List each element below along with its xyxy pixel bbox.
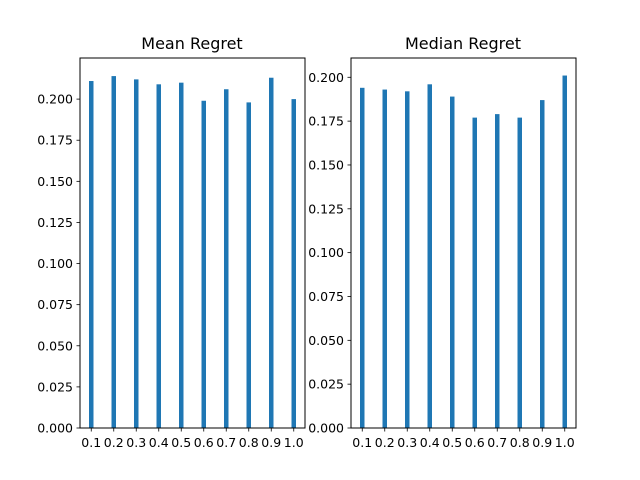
median-regret-bar-0.1 bbox=[360, 87, 365, 428]
mean-regret-bar-0.3 bbox=[134, 79, 139, 428]
median-regret-x-tick-label: 0.2 bbox=[375, 435, 395, 450]
median-regret-y-tick-label: 0.100 bbox=[308, 245, 344, 260]
mean-regret-title: Mean Regret bbox=[141, 34, 242, 53]
median-regret-x-tick-label: 0.6 bbox=[465, 435, 485, 450]
mean-regret-x-tick-label: 0.1 bbox=[81, 435, 101, 450]
median-regret-bar-0.5 bbox=[450, 96, 455, 428]
mean-regret-bar-0.6 bbox=[201, 100, 206, 428]
median-regret-y-tick-label: 0.075 bbox=[308, 289, 344, 304]
mean-regret-bars bbox=[89, 76, 296, 429]
mean-regret-y-tick-label: 0.075 bbox=[37, 297, 73, 312]
median-regret-x-tick-label: 0.1 bbox=[352, 435, 372, 450]
mean-regret-bar-0.7 bbox=[224, 89, 229, 429]
mean-regret-bar-1.0 bbox=[291, 99, 296, 429]
mean-regret-x-axis: 0.1 0.2 0.3 0.4 0.5 0.6 0.7 0.8 0.9 1.0 bbox=[81, 428, 304, 450]
mean-regret-subplot: Mean Regret 0.000 0.025 0.050 0.075 0.100 0.1… bbox=[37, 34, 306, 450]
median-regret-x-tick-label: 0.9 bbox=[532, 435, 552, 450]
mean-regret-x-tick-label: 0.9 bbox=[261, 435, 281, 450]
mean-regret-x-tick-label: 0.8 bbox=[239, 435, 259, 450]
mean-regret-bar-0.4 bbox=[156, 84, 161, 428]
median-regret-x-tick-label: 0.3 bbox=[397, 435, 417, 450]
mean-regret-x-tick-label: 0.6 bbox=[194, 435, 214, 450]
median-regret-bar-0.7 bbox=[495, 114, 500, 429]
mean-regret-x-tick-label: 1.0 bbox=[284, 435, 304, 450]
median-regret-bar-1.0 bbox=[562, 75, 567, 428]
median-regret-x-tick-label: 0.5 bbox=[442, 435, 462, 450]
mean-regret-bar-0.5 bbox=[179, 82, 184, 429]
median-regret-y-tick-label: 0.200 bbox=[308, 70, 344, 85]
mean-regret-y-tick-label: 0.050 bbox=[37, 338, 73, 353]
median-regret-x-axis: 0.1 0.2 0.3 0.4 0.5 0.6 0.7 0.8 0.9 1.0 bbox=[352, 428, 575, 450]
mean-regret-bar-0.1 bbox=[89, 81, 94, 429]
median-regret-y-tick-label: 0.050 bbox=[308, 333, 344, 348]
median-regret-bar-0.9 bbox=[540, 100, 545, 428]
median-regret-x-tick-label: 1.0 bbox=[555, 435, 575, 450]
median-regret-subplot: Median Regret 0.0000.0250.0500.0750.1000… bbox=[308, 34, 577, 450]
median-regret-title: Median Regret bbox=[405, 34, 521, 53]
mean-regret-x-tick-label: 0.5 bbox=[171, 435, 191, 450]
mean-regret-bar-0.2 bbox=[111, 76, 116, 428]
mean-regret-y-tick-label: 0.100 bbox=[37, 256, 73, 271]
mean-regret-y-tick-label: 0.150 bbox=[37, 174, 73, 189]
median-regret-y-axis: 0.000 0.025 0.050 0.075 0.100 0.125 0.150 0.175… bbox=[308, 70, 351, 436]
median-regret-bar-0.4 bbox=[427, 84, 432, 429]
median-regret-bar-0.3 bbox=[405, 91, 410, 428]
median-regret-x-tick-label: 0.8 bbox=[510, 435, 530, 450]
mean-regret-y-tick-label: 0.200 bbox=[37, 92, 73, 107]
median-regret-y-tick-label: 0.025 bbox=[308, 377, 344, 392]
mean-regret-y-tick-label: 0.175 bbox=[37, 133, 73, 148]
median-regret-bars bbox=[360, 75, 567, 429]
median-regret-bar-0.8 bbox=[517, 117, 522, 429]
mean-regret-x-tick-label: 0.2 bbox=[104, 435, 124, 450]
median-regret-y-tick-label: 0.150 bbox=[308, 157, 344, 172]
mean-regret-bar-0.9 bbox=[269, 77, 274, 428]
median-regret-y-tick-label: 0.175 bbox=[308, 114, 344, 129]
median-regret-bar-0.2 bbox=[382, 89, 387, 428]
median-regret-bar-0.6 bbox=[472, 117, 477, 429]
mean-regret-bar-0.8 bbox=[246, 102, 251, 429]
median-regret-x-tick-label: 0.7 bbox=[487, 435, 507, 450]
mean-regret-x-tick-label: 0.3 bbox=[126, 435, 146, 450]
mean-regret-y-tick-label: 0.000 bbox=[37, 421, 73, 436]
mean-regret-y-tick-label: 0.125 bbox=[37, 215, 73, 230]
mean-regret-axes-frame bbox=[79, 57, 306, 429]
median-regret-axes-frame bbox=[350, 57, 577, 429]
mean-regret-y-tick-label: 0.025 bbox=[37, 379, 73, 394]
median-regret-y-tick-label: 0.125 bbox=[308, 201, 344, 216]
mean-regret-x-tick-label: 0.7 bbox=[216, 435, 236, 450]
mean-regret-x-tick-label: 0.4 bbox=[149, 435, 169, 450]
median-regret-y-tick-label: 0.000 bbox=[308, 421, 344, 436]
mean-regret-y-axis: 0.000 0.025 0.050 0.075 0.100 0.125 0.150 0.175… bbox=[37, 92, 80, 436]
median-regret-x-tick-label: 0.4 bbox=[420, 435, 440, 450]
